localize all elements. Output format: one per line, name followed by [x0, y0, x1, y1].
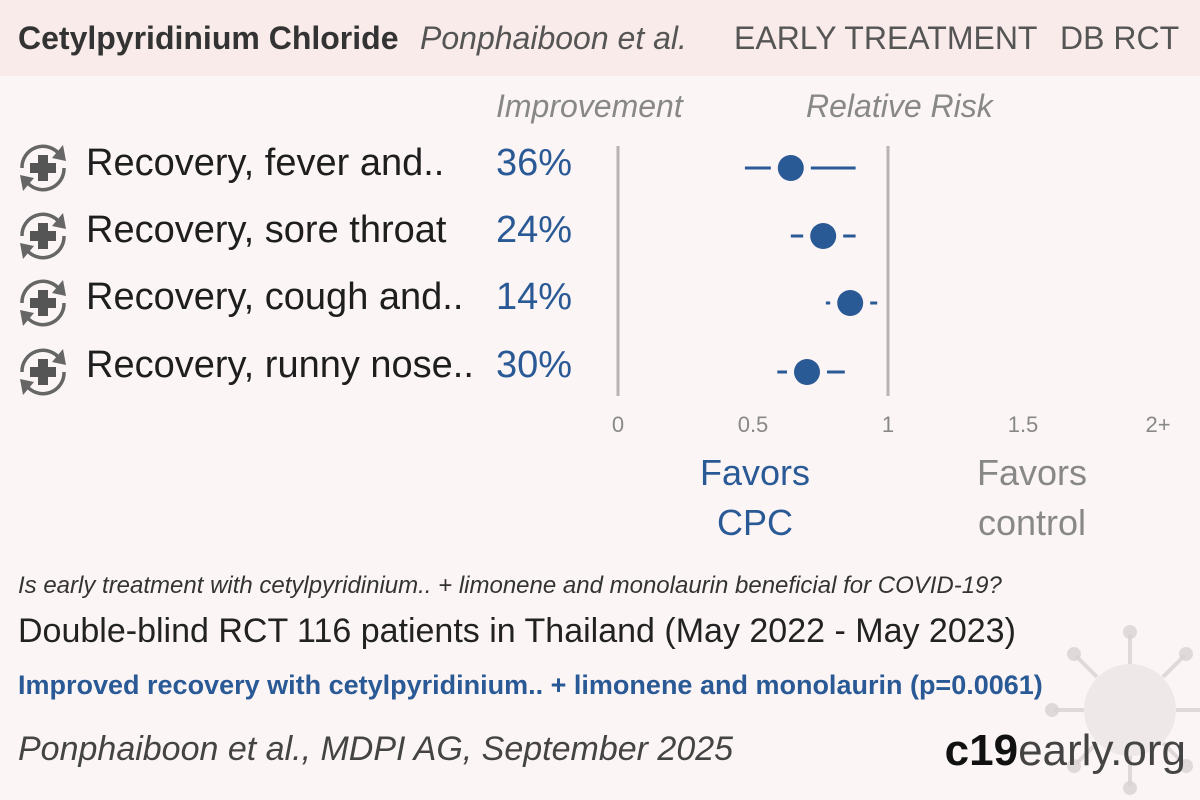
- relative-risk-column-header: Relative Risk: [806, 88, 993, 124]
- citation: Ponphaiboon et al., MDPI AG, September 2…: [18, 730, 734, 768]
- outcome-label: Recovery, runny nose..: [86, 344, 474, 386]
- treatment-stage: EARLY TREATMENT: [734, 20, 1038, 56]
- study-design-tag: DB RCT: [1060, 20, 1180, 56]
- point-estimate: [837, 290, 864, 316]
- outcome-label: Recovery, cough and..: [86, 276, 464, 318]
- favors-treatment-line-2: CPC: [716, 502, 793, 543]
- recovery-icon: [14, 274, 72, 332]
- point-estimate: [810, 223, 837, 249]
- outcome-label: Recovery, sore throat: [86, 209, 447, 251]
- study-design: Double-blind RCT 116 patients in Thailan…: [18, 612, 1016, 650]
- tick-label: 1: [882, 412, 894, 437]
- point-estimate: [777, 155, 804, 181]
- favors-control-line-2: control: [977, 502, 1087, 543]
- tick-label: 0: [612, 412, 624, 437]
- improvement-value: 30%: [496, 344, 573, 386]
- logo-light: early.org: [1018, 726, 1186, 775]
- favors-treatment: Favors CPC: [655, 448, 855, 548]
- drug-name: Cetylpyridinium Chloride: [18, 20, 399, 56]
- favors-control: Favors control: [932, 448, 1132, 548]
- improvement-column-header: Improvement: [496, 88, 683, 124]
- improvement-value: 36%: [496, 142, 573, 184]
- study-conclusion: Improved recovery with cetylpyridinium..…: [18, 670, 1043, 700]
- logo-bold: c19: [944, 726, 1019, 775]
- tick-label: 1.5: [1008, 412, 1039, 437]
- header-bar: Cetylpyridinium Chloride Ponphaiboon et …: [0, 0, 1200, 76]
- recovery-icon: [14, 343, 72, 401]
- tick-label: 0.5: [738, 412, 769, 437]
- recovery-icon: [14, 207, 72, 265]
- outcome-label: Recovery, fever and..: [86, 142, 445, 184]
- study-author: Ponphaiboon et al.: [420, 20, 687, 56]
- site-logo[interactable]: c19early.org: [945, 726, 1186, 776]
- favors-treatment-line-1: Favors: [699, 452, 811, 493]
- point-estimate: [794, 359, 820, 385]
- tick-label: 2+: [1145, 412, 1170, 437]
- improvement-value: 14%: [496, 276, 573, 318]
- improvement-value: 24%: [496, 209, 573, 251]
- favors-control-line-1: Favors: [976, 452, 1088, 493]
- study-question: Is early treatment with cetylpyridinium.…: [18, 572, 1002, 599]
- virus-icon: [1045, 625, 1200, 795]
- recovery-icon: [14, 139, 72, 197]
